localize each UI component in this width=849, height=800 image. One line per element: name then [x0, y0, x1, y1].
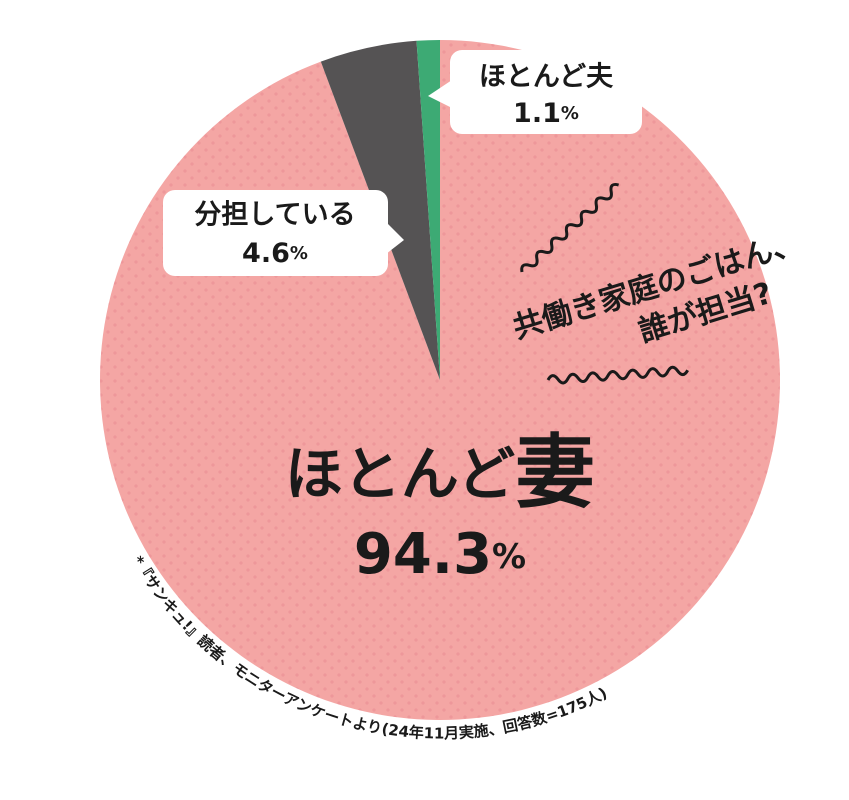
category-label: 分担している	[194, 200, 355, 231]
value-label: 1.1%	[513, 98, 579, 129]
pie	[99, 40, 780, 720]
bubble	[163, 50, 642, 276]
slice	[416, 40, 440, 380]
category-label: ほとんど夫	[479, 62, 614, 93]
value-label: 94.3%	[354, 522, 526, 587]
value-label: 4.6%	[242, 238, 308, 269]
category-label: ほとんど妻	[285, 426, 595, 519]
wave	[520, 182, 620, 273]
wave	[546, 365, 689, 385]
